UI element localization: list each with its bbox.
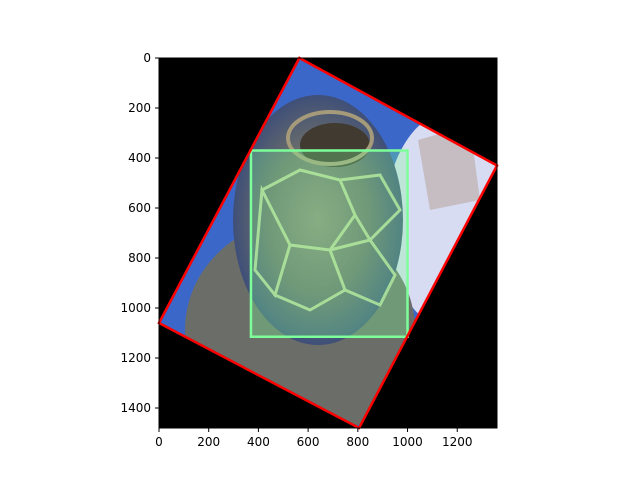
x-tick-label: 600	[297, 435, 320, 449]
x-tick-label: 1000	[392, 435, 423, 449]
x-tick-label: 0	[155, 435, 163, 449]
y-tick-label: 1400	[120, 401, 151, 415]
y-tick-label: 1200	[120, 351, 151, 365]
turtle-eye-lid	[286, 110, 374, 166]
x-axis-ticks: 0 200 400 600 800 1000 1200	[155, 428, 473, 449]
y-tick-label: 1000	[120, 301, 151, 315]
turtle-eye	[300, 123, 370, 167]
x-tick-label: 1200	[442, 435, 473, 449]
y-tick-label: 200	[128, 101, 151, 115]
y-tick-label: 800	[128, 251, 151, 265]
x-tick-label: 400	[247, 435, 270, 449]
x-tick-label: 800	[346, 435, 369, 449]
y-tick-label: 600	[128, 201, 151, 215]
turtle-scale-pattern	[253, 168, 402, 312]
y-axis-ticks: 0 200 400 600 800 1000 1200 1400	[120, 51, 159, 415]
y-tick-label: 400	[128, 151, 151, 165]
green-box-outline	[249, 149, 409, 338]
x-tick-label: 200	[197, 435, 220, 449]
y-tick-label: 0	[143, 51, 151, 65]
green-box-fill	[250, 150, 408, 337]
axes-frame	[158, 57, 498, 429]
